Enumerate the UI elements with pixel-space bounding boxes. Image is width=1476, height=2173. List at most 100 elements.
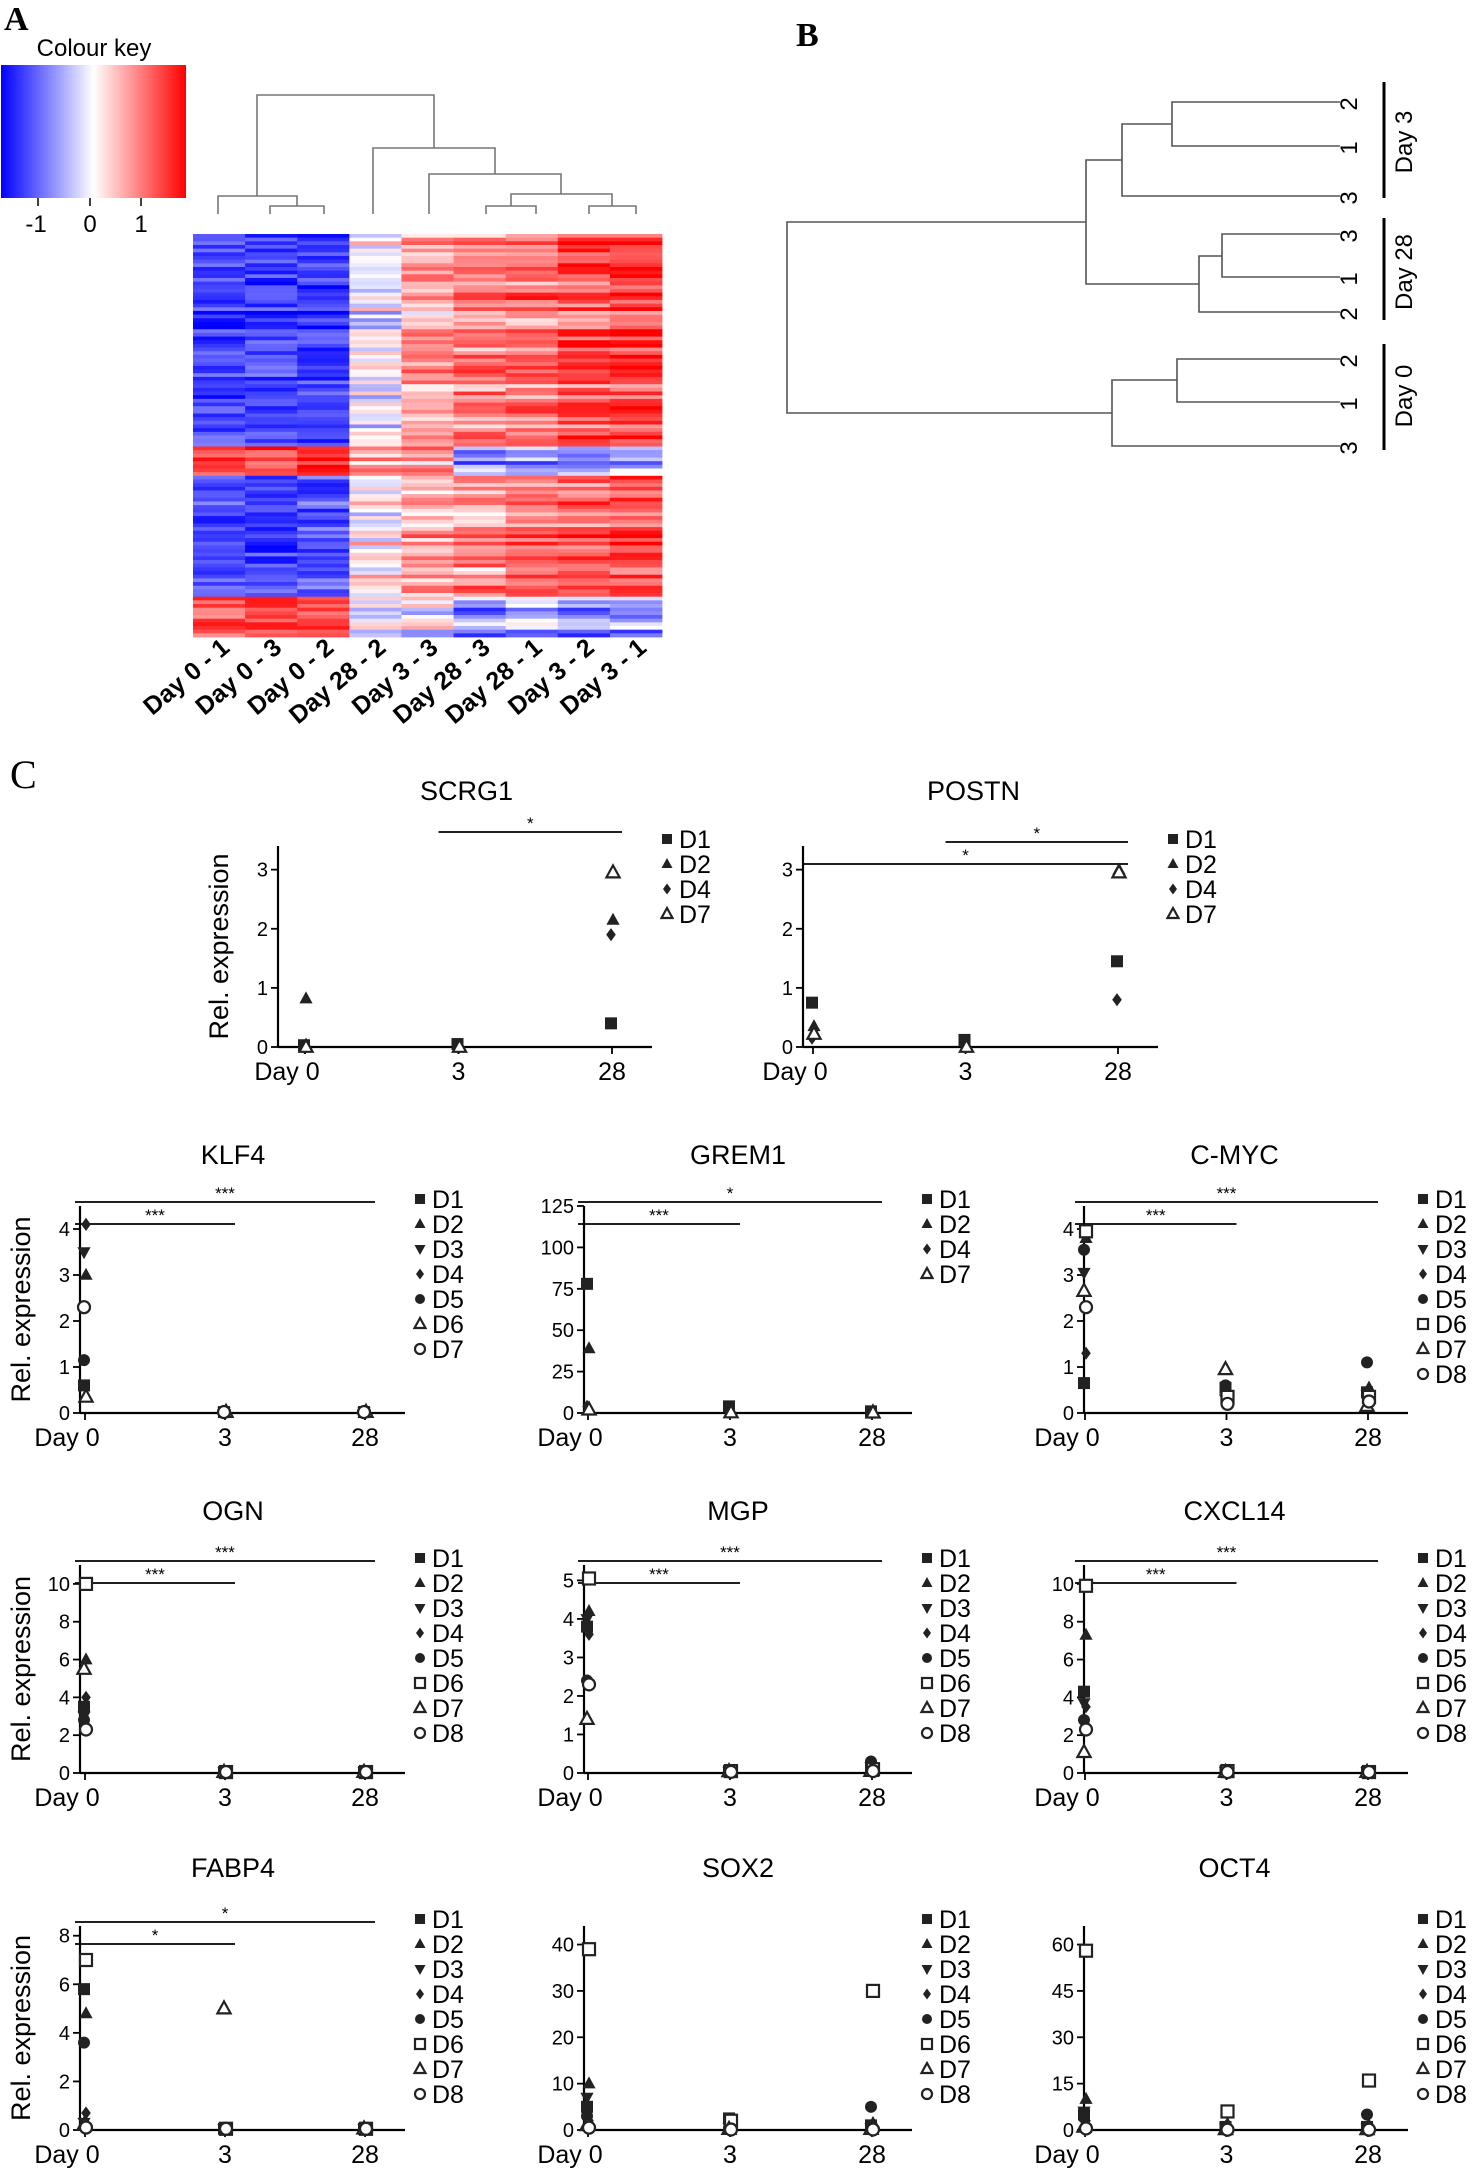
heatmap-cell: [609, 329, 663, 334]
heatmap-cell: [193, 384, 246, 389]
heatmap-cell: [349, 376, 402, 381]
heatmap-cell: [557, 274, 611, 279]
legend-marker: [1416, 1317, 1430, 1331]
heatmap-cell: [609, 292, 663, 297]
heatmap-cell: [557, 314, 611, 319]
leaf-label: 2: [1336, 97, 1363, 110]
x-tick-label: Day 0: [762, 1058, 827, 1086]
heatmap-cell: [349, 395, 402, 400]
heatmap-cell: [557, 351, 611, 356]
heatmap-cell: [297, 439, 350, 444]
heatmap-cell: [453, 472, 507, 477]
heatmap-cell: [193, 420, 246, 425]
heatmap-cell: [245, 450, 298, 455]
heatmap-cell: [609, 417, 663, 422]
heatmap-cell: [297, 380, 350, 385]
heatmap-cell: [453, 545, 507, 550]
y-tick-label: 10: [48, 1574, 70, 1596]
heatmap-cell: [245, 549, 298, 554]
x-tick-label: 28: [858, 2141, 886, 2169]
heatmap-cell: [297, 589, 350, 594]
heatmap-cell: [557, 373, 611, 378]
x-tick-label: 3: [723, 2141, 737, 2169]
heatmap-cell: [557, 409, 611, 414]
heatmap-cell: [401, 626, 454, 631]
heatmap-cell: [609, 310, 663, 315]
heatmap-cell: [453, 582, 507, 587]
heatmap-cell: [193, 237, 246, 242]
heatmap-cell: [453, 274, 507, 279]
heatmap-cell: [245, 431, 298, 436]
heatmap-cell: [349, 303, 402, 308]
heatmap-cell: [505, 325, 559, 330]
heatmap-cell: [349, 556, 402, 561]
legend-marker: [416, 1988, 424, 2000]
dendrogram-branch: [1085, 159, 1199, 285]
heatmap-cell: [505, 380, 559, 385]
x-tick-label: 3: [1220, 2141, 1234, 2169]
heatmap-cell: [297, 523, 350, 528]
heatmap-cell: [505, 516, 559, 521]
heatmap-cell: [193, 593, 246, 598]
heatmap-cell: [245, 439, 298, 444]
heatmap-cell: [401, 255, 454, 261]
legend-label: D1: [1435, 1186, 1467, 1214]
significance-label: ***: [1217, 1543, 1237, 1562]
heatmap-cell: [401, 413, 454, 418]
heatmap-cell: [557, 567, 611, 572]
heatmap-cell: [193, 270, 246, 275]
heatmap-cell: [557, 545, 611, 550]
legend-label: D3: [432, 1595, 464, 1623]
heatmap-cell: [193, 446, 246, 451]
data-point-d8: [1361, 2122, 1377, 2137]
heatmap-cell: [453, 277, 507, 283]
heatmap-cell: [453, 329, 507, 334]
y-tick-label: 6: [59, 1650, 70, 1672]
legend-marker: [415, 2014, 425, 2024]
data-point-d4: [81, 1690, 91, 1704]
heatmap-cell: [505, 578, 559, 583]
heatmap-cell: [557, 406, 611, 411]
data-point-d8: [218, 2121, 234, 2136]
heatmap-cell: [349, 501, 402, 506]
heatmap-cell: [401, 464, 454, 469]
legend-label: D7: [1435, 1336, 1467, 1364]
data-point-d7: [215, 1999, 233, 2015]
heatmap-cell: [297, 472, 350, 477]
heatmap-cell: [297, 281, 350, 286]
scatter-plot-scrg1: SCRG1 0 1 2 3 Day 0 3 28 Rel. expression * D1D2D4D…: [204, 776, 711, 1086]
x-tick-label: 28: [1354, 1784, 1382, 1812]
heatmap-cell: [505, 508, 559, 513]
heatmap-cell: [245, 252, 298, 257]
panel-label-a: A: [4, 1, 29, 38]
plot-title: GREM1: [690, 1140, 786, 1170]
heatmap-cell: [453, 303, 507, 308]
heatmap-cell: [401, 340, 454, 345]
heatmap-cell: [609, 600, 663, 605]
heatmap-cell: [505, 596, 559, 601]
heatmap-cell: [609, 475, 663, 480]
heatmap-cell: [609, 413, 663, 418]
heatmap-cell: [245, 530, 298, 535]
heatmap-cell: [245, 428, 298, 433]
y-tick-label: 2: [1063, 1725, 1074, 1747]
heatmap-cell: [349, 578, 402, 583]
heatmap-cell: [453, 479, 507, 484]
colour-key-title: Colour key: [37, 35, 152, 62]
heatmap-cell: [505, 420, 559, 425]
heatmap-cell: [193, 538, 246, 543]
heatmap-cell: [349, 255, 402, 261]
heatmap-cell: [401, 263, 454, 268]
legend-label: D2: [1435, 1211, 1467, 1239]
legend-label: D3: [1435, 1595, 1467, 1623]
heatmap-cell: [193, 527, 246, 532]
heatmap-cell: [453, 556, 507, 561]
significance-label: ***: [1146, 1206, 1166, 1225]
heatmap-cell: [349, 534, 402, 539]
heatmap-cell: [297, 303, 350, 308]
heatmap-cell: [245, 475, 298, 480]
heatmap-cell: [609, 307, 663, 312]
heatmap-cell: [349, 277, 402, 283]
y-axis-label: Rel. expression: [6, 1216, 36, 1402]
heatmap-cell: [349, 523, 402, 528]
